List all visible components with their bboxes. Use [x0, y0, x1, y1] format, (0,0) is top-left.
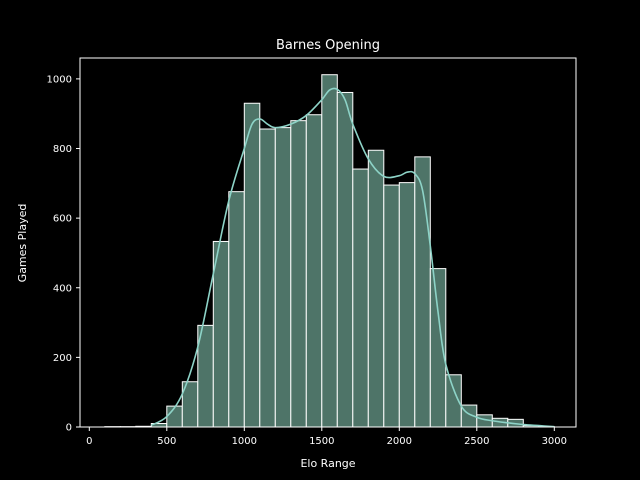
x-tick-label: 3000: [542, 436, 567, 447]
y-axis: 0 200 400 600 800 1000: [47, 74, 80, 434]
histogram-bar: [212, 240, 230, 428]
y-axis-label: Games Played: [16, 204, 29, 283]
chart-title: Barnes Opening: [276, 38, 380, 53]
histogram-bar: [290, 120, 307, 428]
histogram-bar: [166, 405, 183, 428]
y-tick-label: 600: [53, 214, 72, 225]
histogram-bar: [352, 168, 369, 428]
x-tick-label: 2000: [387, 436, 412, 447]
histogram-bar: [259, 128, 276, 428]
histogram-bar: [414, 156, 431, 428]
histogram-bar: [321, 74, 338, 428]
y-tick-label: 400: [53, 283, 72, 294]
x-tick-label: 0: [86, 436, 92, 447]
y-tick-label: 800: [53, 144, 72, 155]
histogram-bar: [274, 127, 292, 428]
y-tick-label: 1000: [47, 74, 72, 85]
x-tick-label: 500: [157, 436, 176, 447]
x-axis-label: Elo Range: [300, 457, 355, 470]
histogram-bar: [305, 114, 323, 428]
histogram-bar: [243, 102, 261, 428]
x-tick-label: 2500: [464, 436, 489, 447]
histogram-bar: [398, 182, 416, 428]
plot-frame: [79, 57, 577, 428]
y-tick-label: 200: [53, 353, 72, 364]
x-axis: 0 500 1000 1500 2000 2500 3000: [86, 427, 567, 447]
kde-curve: [150, 87, 555, 428]
histogram-bar: [228, 191, 245, 428]
histogram-bar: [336, 91, 354, 428]
histogram-bar: [383, 184, 400, 428]
histogram-bar: [367, 149, 385, 428]
x-tick-label: 1000: [232, 436, 257, 447]
x-tick-label: 1500: [309, 436, 334, 447]
y-tick-label: 0: [66, 423, 72, 434]
